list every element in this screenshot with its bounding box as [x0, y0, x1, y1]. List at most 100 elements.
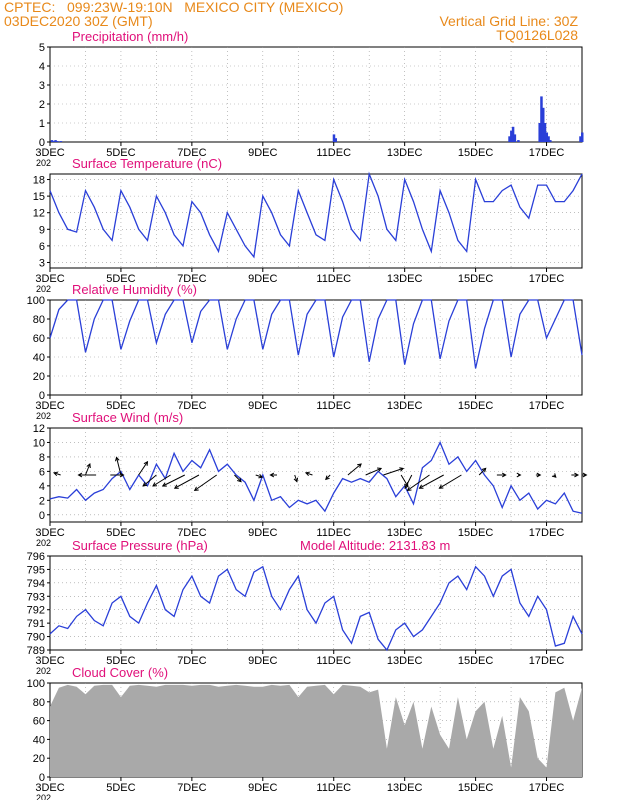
x-tick-label: 11DEC [316, 655, 351, 667]
y-tick-label: 0 [39, 390, 45, 402]
wind-vector [478, 468, 487, 476]
precip-bar [579, 136, 582, 142]
y-tick-label: 6 [39, 466, 45, 478]
year-label-fragment: 202 [36, 538, 51, 548]
wind-vector-head [173, 484, 179, 489]
wind-vector [116, 457, 122, 476]
wind-vector [439, 474, 462, 489]
wind-vector-head [574, 472, 580, 478]
wind-vector [347, 463, 362, 476]
wind-vector-head [258, 473, 264, 479]
wind-vector-head [152, 482, 158, 487]
x-tick-label: 11DEC [316, 527, 351, 539]
chart-code: TQ0126L028 [496, 27, 578, 43]
wind-vector-head [269, 472, 275, 478]
series-line [49, 440, 583, 514]
wind-vector [365, 467, 382, 476]
x-tick-label: 15DEC [458, 147, 494, 159]
x-tick-label: 7DEC [177, 782, 206, 794]
x-tick-label: 9DEC [248, 782, 277, 794]
wind-vector-head [143, 460, 149, 466]
wind-vector-head [142, 482, 148, 487]
panel-title: Surface Wind (m/s) [72, 410, 183, 425]
y-tick-label: 40 [33, 352, 45, 364]
x-tick-label: 13DEC [387, 273, 423, 285]
x-tick-label: 5DEC [106, 147, 135, 159]
x-tick-label: 5DEC [106, 527, 135, 539]
x-tick-label: 3DEC [35, 527, 64, 539]
panel-frame [49, 555, 583, 651]
precip-bar [540, 96, 543, 142]
wind-vector-head [77, 472, 83, 478]
y-tick-label: 12 [33, 423, 45, 435]
x-tick-label: 13DEC [387, 527, 423, 539]
x-tick-label: 5DEC [106, 782, 135, 794]
y-tick-label: 20 [33, 371, 45, 383]
series-line [49, 299, 583, 369]
precip-bar [508, 136, 511, 142]
panel-frame [49, 299, 583, 396]
x-tick-label: 9DEC [248, 527, 277, 539]
panel-5 [47, 682, 583, 781]
precip-bar [334, 138, 338, 142]
wind-vector [194, 474, 217, 491]
x-tick-label: 17DEC [529, 273, 565, 285]
y-tick-label: 12 [33, 208, 45, 220]
y-tick-label: 789 [27, 645, 45, 657]
wind-vector [162, 474, 185, 487]
precip-bar [50, 140, 54, 142]
series-line [49, 565, 583, 652]
wind-vector-head [119, 472, 125, 478]
panel-title: Precipitation (mm/h) [72, 29, 188, 44]
precip-bar [59, 141, 63, 142]
y-tick-label: 796 [27, 551, 45, 563]
precip-bar [581, 132, 584, 142]
precip-bar [54, 140, 57, 142]
wind-vector-head [161, 482, 167, 487]
x-tick-label: 9DEC [248, 655, 277, 667]
wind-vector-head [481, 467, 487, 473]
precip-bar [517, 140, 520, 142]
y-tick-label: 100 [27, 678, 45, 690]
x-tick-label: 7DEC [177, 273, 206, 285]
wind-vector-head [115, 456, 120, 462]
wind-vector-head [438, 484, 444, 489]
x-tick-label: 3DEC [35, 400, 64, 412]
y-tick-label: 80 [33, 697, 45, 709]
x-tick-label: 11DEC [316, 273, 351, 285]
y-tick-label: 100 [27, 295, 45, 307]
y-tick-label: 2 [39, 99, 45, 111]
y-tick-label: 4 [39, 481, 45, 493]
panel-4 [47, 555, 583, 654]
wind-vector-head [582, 472, 588, 478]
wind-vector-head [406, 486, 412, 491]
x-tick-label: 3DEC [35, 147, 64, 159]
y-tick-label: 8 [39, 452, 45, 464]
y-tick-label: 80 [33, 314, 45, 326]
wind-vector-head [52, 471, 59, 477]
precip-bar [541, 107, 545, 142]
wind-vector-head [377, 467, 383, 472]
wind-vector [255, 474, 263, 478]
x-tick-label: 17DEC [529, 782, 565, 794]
precip-bar [538, 123, 541, 142]
panel-2 [47, 299, 583, 399]
wind-vector-head [304, 471, 310, 477]
y-tick-label: 5 [39, 42, 45, 54]
y-tick-label: 794 [27, 578, 45, 590]
panel-title: Relative Humidity (%) [72, 282, 197, 297]
y-tick-label: 1 [39, 118, 45, 130]
x-tick-label: 11DEC [316, 782, 351, 794]
x-tick-label: 17DEC [529, 527, 565, 539]
y-tick-label: 60 [33, 333, 45, 345]
x-tick-label: 15DEC [458, 655, 494, 667]
wind-vector-head [293, 477, 299, 483]
y-tick-label: 793 [27, 591, 45, 603]
panel-title: Cloud Cover (%) [72, 665, 168, 680]
x-tick-label: 15DEC [458, 782, 494, 794]
series-line [49, 171, 583, 259]
wind-vector [152, 474, 171, 487]
y-tick-label: 60 [33, 716, 45, 728]
cloud-area [50, 684, 582, 777]
